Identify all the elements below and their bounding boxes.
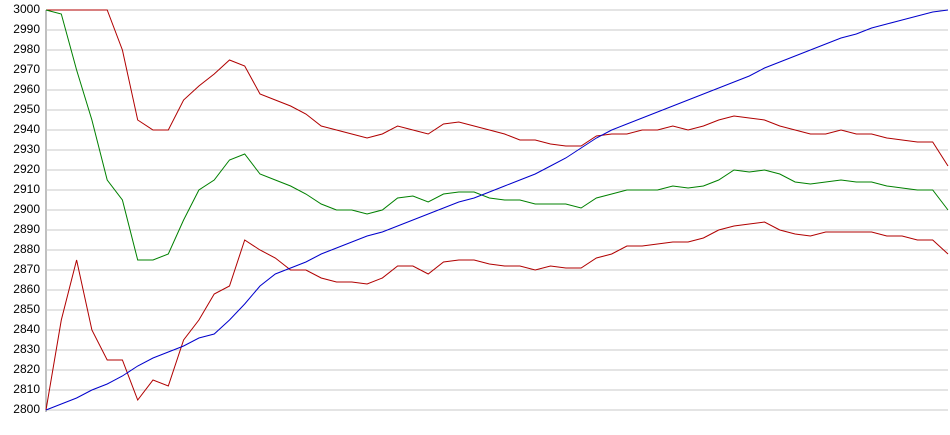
series-line [45,9,949,411]
y-tick-label: 2850 [13,302,40,316]
y-tick-label: 2950 [13,102,40,116]
y-tick-label: 2940 [13,122,40,136]
y-tick-label: 2970 [13,62,40,76]
y-tick-label: 2810 [13,382,40,396]
y-tick-label: 2910 [13,182,40,196]
y-tick-label: 2840 [13,322,40,336]
y-tick-label: 2980 [13,42,40,56]
y-tick-label: 2890 [13,222,40,236]
y-tick-label: 2800 [13,402,40,416]
y-tick-label: 2830 [13,342,40,356]
series-line [46,9,949,167]
y-tick-label: 2990 [13,22,40,36]
y-tick-label: 2870 [13,262,40,276]
y-tick-label: 2930 [13,142,40,156]
y-tick-label: 2820 [13,362,40,376]
y-tick-label: 2880 [13,242,40,256]
y-tick-label: 3000 [13,2,40,16]
series-line [45,9,949,261]
y-tick-label: 2920 [13,162,40,176]
series-line [45,221,949,411]
y-tick-label: 2900 [13,202,40,216]
y-tick-label: 2860 [13,282,40,296]
y-tick-label: 2960 [13,82,40,96]
